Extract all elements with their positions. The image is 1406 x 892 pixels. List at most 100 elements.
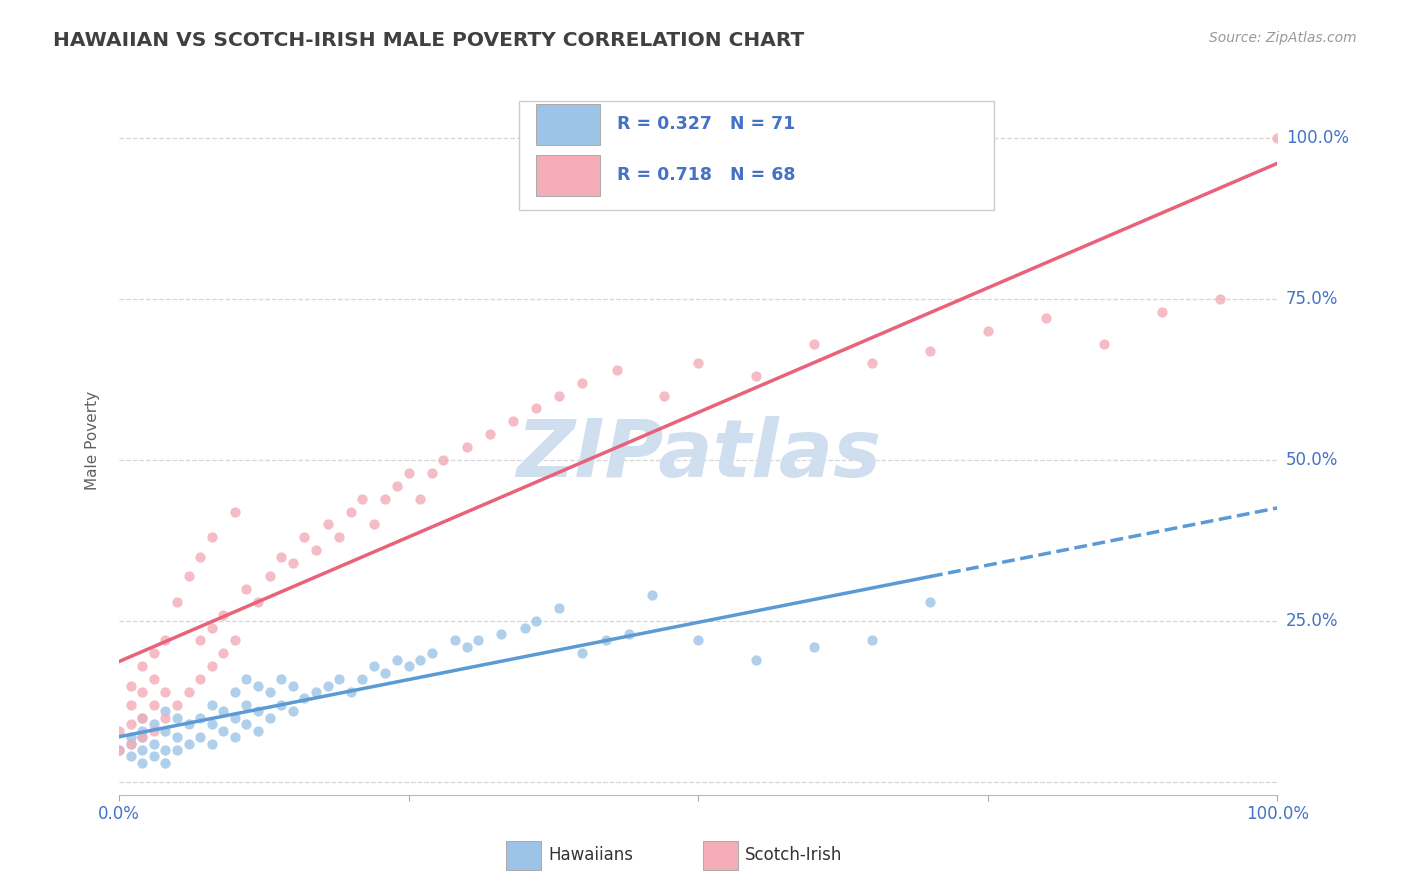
Point <box>155 704 177 718</box>
Point <box>177 737 200 751</box>
Point <box>235 582 257 596</box>
Point <box>224 730 246 744</box>
Point <box>860 633 883 648</box>
Point <box>352 672 374 686</box>
Point <box>456 440 478 454</box>
Point <box>155 633 177 648</box>
Point <box>201 530 224 544</box>
Point <box>131 659 153 673</box>
Point <box>270 698 292 712</box>
Point <box>177 685 200 699</box>
Point <box>745 653 768 667</box>
Point <box>201 698 224 712</box>
Point <box>235 672 257 686</box>
Point <box>108 743 131 757</box>
Point <box>120 737 142 751</box>
Point <box>166 711 188 725</box>
Point <box>120 717 142 731</box>
Point <box>688 356 710 370</box>
Point <box>606 363 628 377</box>
Text: R = 0.327   N = 71: R = 0.327 N = 71 <box>617 115 796 133</box>
Point <box>745 369 768 384</box>
Point <box>212 704 235 718</box>
Point <box>142 717 165 731</box>
Point <box>328 530 350 544</box>
Point <box>524 401 547 416</box>
Point <box>131 743 153 757</box>
Point <box>188 633 211 648</box>
Point <box>524 614 547 628</box>
Point <box>918 343 941 358</box>
Point <box>201 717 224 731</box>
Point <box>1267 131 1289 145</box>
Text: HAWAIIAN VS SCOTCH-IRISH MALE POVERTY CORRELATION CHART: HAWAIIAN VS SCOTCH-IRISH MALE POVERTY CO… <box>53 31 804 50</box>
Point <box>224 633 246 648</box>
Point <box>131 730 153 744</box>
Point <box>409 653 432 667</box>
Point <box>201 659 224 673</box>
Point <box>131 711 153 725</box>
Point <box>305 543 328 558</box>
Point <box>120 698 142 712</box>
Point <box>688 633 710 648</box>
Point <box>270 549 292 564</box>
Point <box>328 672 350 686</box>
Point <box>155 756 177 770</box>
Point <box>918 595 941 609</box>
Text: 25.0%: 25.0% <box>1286 612 1339 630</box>
Y-axis label: Male Poverty: Male Poverty <box>86 392 100 491</box>
Point <box>860 356 883 370</box>
Point <box>155 743 177 757</box>
Point <box>316 517 339 532</box>
Point <box>224 505 246 519</box>
Point <box>188 730 211 744</box>
Point <box>120 737 142 751</box>
Point <box>652 389 675 403</box>
Point <box>363 659 385 673</box>
Point <box>548 601 571 615</box>
Point <box>142 698 165 712</box>
Point <box>398 466 420 480</box>
Point <box>247 595 270 609</box>
Point <box>548 389 571 403</box>
Point <box>571 376 593 390</box>
Point <box>166 595 188 609</box>
Point <box>385 653 408 667</box>
Point <box>502 414 524 428</box>
Bar <box>536 155 600 196</box>
Point <box>467 633 489 648</box>
Point <box>420 646 443 660</box>
Point <box>385 479 408 493</box>
Text: ZIPatlas: ZIPatlas <box>516 416 880 494</box>
Point <box>478 427 501 442</box>
Point <box>259 711 281 725</box>
Point <box>352 491 374 506</box>
Point <box>142 749 165 764</box>
Point <box>142 646 165 660</box>
Point <box>142 723 165 738</box>
FancyBboxPatch shape <box>519 101 994 211</box>
Point <box>339 505 361 519</box>
Point <box>247 679 270 693</box>
Point <box>212 723 235 738</box>
Point <box>188 549 211 564</box>
Point <box>131 730 153 744</box>
Point <box>224 711 246 725</box>
Point <box>166 743 188 757</box>
Point <box>235 717 257 731</box>
Bar <box>536 104 600 145</box>
Point <box>595 633 617 648</box>
Point <box>432 453 454 467</box>
Point <box>339 685 361 699</box>
Point <box>803 337 825 351</box>
Point <box>155 711 177 725</box>
Point <box>1092 337 1115 351</box>
Point <box>305 685 328 699</box>
Point <box>617 627 640 641</box>
Point <box>120 730 142 744</box>
Point <box>281 704 304 718</box>
Point <box>316 679 339 693</box>
Point <box>224 685 246 699</box>
Point <box>420 466 443 480</box>
Point <box>803 640 825 654</box>
